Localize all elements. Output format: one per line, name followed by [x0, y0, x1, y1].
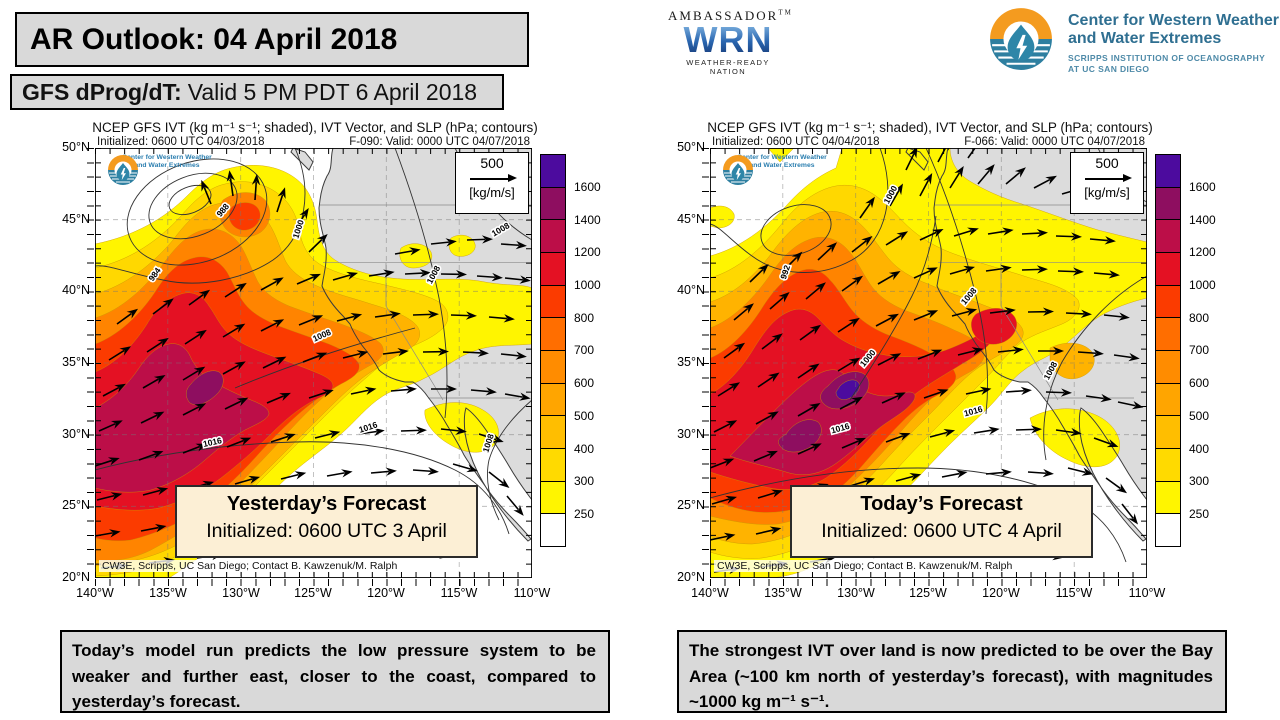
cw3e-ucsd-line: AT UC SAN DIEGO [1068, 63, 1150, 74]
colorbar-tick-labels: 1600 1400 1200 1000 800 700 600 500 400 300 2… [574, 180, 601, 521]
note-yesterday-comparison: Today’s model run predicts the low press… [60, 630, 610, 713]
forecast-label-init: Initialized: 0600 UTC 3 April [206, 520, 447, 542]
lon-tick: 140°W [76, 586, 114, 600]
lon-tick: 115°W [1055, 586, 1093, 600]
page-subtitle-label: GFS dProg/dT: [22, 78, 182, 105]
cw3e-drop-icon [722, 154, 754, 186]
lat-tick: 25°N [62, 498, 90, 512]
map-valid: F-066: Valid: 0000 UTC 04/07/2018 [964, 136, 1145, 148]
lon-tick: 110°W [513, 586, 551, 600]
reference-vector-box: 500 [kg/m/s] [1070, 152, 1144, 214]
lat-tick: 35°N [677, 355, 705, 369]
lon-tick: 135°W [764, 586, 802, 600]
map-title: NCEP GFS IVT (kg m⁻¹ s⁻¹; shaded), IVT V… [92, 120, 538, 135]
forecast-label-init: Initialized: 0600 UTC 4 April [821, 520, 1062, 542]
lat-tick: 45°N [677, 212, 705, 226]
colorbar-tick-labels: 1600 1400 1200 1000 800 700 600 500 400 300 2… [1189, 180, 1216, 521]
reference-vector-arrow-icon [1071, 171, 1143, 185]
cw3e-drop-icon [107, 154, 139, 186]
reference-vector-arrow-icon [456, 171, 528, 185]
wrn-tm: TM [778, 8, 793, 17]
reference-vector-unit: [kg/m/s] [469, 185, 515, 200]
y-axis-ticks [702, 148, 709, 578]
wrn-logo: AMBASSADORTM WRN WEATHER-READY NATION [668, 8, 791, 77]
page-title-box: AR Outlook: 04 April 2018 [15, 12, 529, 67]
map-valid: F-090: Valid: 0000 UTC 04/07/2018 [349, 136, 530, 148]
lat-tick: 30°N [62, 427, 90, 441]
forecast-label-title: Yesterday’s Forecast [226, 493, 427, 515]
forecast-label-title: Today’s Forecast [860, 493, 1023, 515]
wrn-ambassador: AMBASSADOR [668, 8, 779, 23]
note-today-ivt: The strongest IVT over land is now predi… [677, 630, 1227, 713]
map-attribution: CW3E, Scripps, UC San Diego; Contact B. … [714, 560, 1016, 572]
cw3e-scripps-line: SCRIPPS INSTITUTION OF OCEANOGRAPHY [1068, 52, 1266, 63]
cw3e-logo: Center for Western Weather and Water Ext… [988, 6, 1279, 74]
cw3e-drop-icon [989, 7, 1053, 71]
lat-tick: 40°N [677, 283, 705, 297]
map-plot-today: 992 1000 1008 1008 1008 1016 1016 1000 [710, 148, 1147, 578]
mini-logo-line1: Center for Western Weather [122, 154, 212, 161]
mini-logo-line1: Center for Western Weather [737, 154, 827, 161]
lon-tick: 120°W [367, 586, 405, 600]
mini-logo-line2: and Water Extremes [134, 162, 200, 170]
map-panel-today: NCEP GFS IVT (kg m⁻¹ s⁻¹; shaded), IVT V… [650, 120, 1260, 620]
map-plot-yesterday: 984 988 1000 1008 1008 1008 1016 1016 10… [95, 148, 532, 578]
cw3e-mini-logo: Center for Western Weather and Water Ext… [107, 154, 227, 186]
lat-tick: 50°N [677, 140, 705, 154]
lat-tick: 45°N [62, 212, 90, 226]
reference-vector-value: 500 [480, 155, 504, 171]
lon-tick: 130°W [837, 586, 875, 600]
cw3e-mini-logo: Center for Western Weather and Water Ext… [722, 154, 842, 186]
page-subtitle-text: Valid 5 PM PDT 6 April 2018 [187, 78, 478, 105]
lon-tick: 140°W [691, 586, 729, 600]
lat-tick: 50°N [62, 140, 90, 154]
lat-tick: 40°N [62, 283, 90, 297]
colorbar [1155, 154, 1181, 547]
lon-tick: 120°W [982, 586, 1020, 600]
reference-vector-unit: [kg/m/s] [1084, 185, 1130, 200]
cw3e-name-line2: and Water Extremes [1068, 30, 1222, 48]
forecast-label-yesterday: Yesterday’s Forecast Initialized: 0600 U… [175, 485, 478, 558]
reference-vector-value: 500 [1095, 155, 1119, 171]
colorbar [540, 154, 566, 547]
mini-logo-line2: and Water Extremes [749, 162, 815, 170]
lon-tick: 130°W [222, 586, 260, 600]
cw3e-name-line1: Center for Western Weather [1068, 12, 1280, 29]
wrn-tagline: WEATHER-READY NATION [686, 58, 770, 77]
map-panel-yesterday: NCEP GFS IVT (kg m⁻¹ s⁻¹; shaded), IVT V… [35, 120, 645, 620]
page-title: AR Outlook: 04 April 2018 [30, 22, 398, 56]
map-initialized: Initialized: 0600 UTC 04/03/2018 [97, 136, 265, 148]
x-axis-ticks [95, 579, 532, 586]
map-title: NCEP GFS IVT (kg m⁻¹ s⁻¹; shaded), IVT V… [707, 120, 1153, 135]
lat-tick: 25°N [677, 498, 705, 512]
reference-vector-box: 500 [kg/m/s] [455, 152, 529, 214]
y-axis-ticks [87, 148, 94, 578]
lat-tick: 30°N [677, 427, 705, 441]
lon-tick: 125°W [909, 586, 947, 600]
lon-tick: 135°W [149, 586, 187, 600]
map-initialized: Initialized: 0600 UTC 04/04/2018 [712, 136, 880, 148]
page-subtitle-box: GFS dProg/dT: Valid 5 PM PDT 6 April 201… [10, 74, 504, 110]
forecast-label-today: Today’s Forecast Initialized: 0600 UTC 4… [790, 485, 1093, 558]
x-axis-ticks [710, 579, 1147, 586]
lat-tick: 20°N [677, 570, 705, 584]
lat-tick: 20°N [62, 570, 90, 584]
wrn-acronym: WRN [668, 21, 788, 57]
lon-tick: 125°W [294, 586, 332, 600]
lat-tick: 35°N [62, 355, 90, 369]
lon-tick: 110°W [1128, 586, 1166, 600]
map-attribution: CW3E, Scripps, UC San Diego; Contact B. … [99, 560, 401, 572]
lon-tick: 115°W [440, 586, 478, 600]
